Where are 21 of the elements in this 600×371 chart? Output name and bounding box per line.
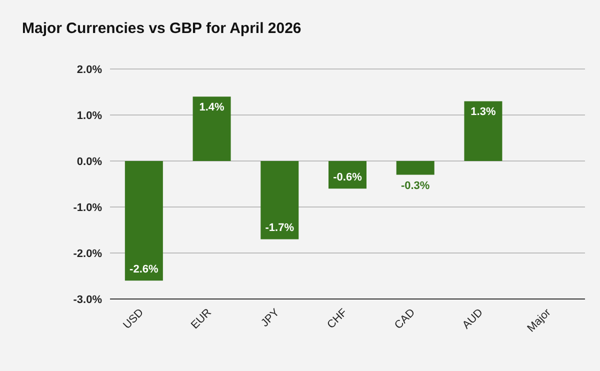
bar — [192, 96, 231, 161]
data-label: -2.6% — [130, 264, 159, 276]
bar — [396, 161, 434, 175]
data-label: 1.4% — [199, 102, 225, 114]
x-tick-label: USD — [121, 306, 146, 332]
y-tick-label: 1.0% — [76, 110, 102, 122]
bar — [260, 161, 299, 240]
data-label: -0.6% — [333, 172, 362, 184]
y-tick-label: 0.0% — [76, 156, 102, 168]
y-tick-label: -2.0% — [73, 248, 102, 260]
data-label: -0.3% — [400, 180, 430, 192]
x-tick-label: CAD — [392, 306, 418, 332]
chart-title: Major Currencies vs GBP for April 2026 — [22, 20, 302, 37]
x-tick-label: JPY — [259, 306, 282, 330]
data-label: -1.7% — [265, 222, 294, 234]
data-label: 1.3% — [470, 106, 496, 118]
y-tick-label: -1.0% — [73, 202, 102, 214]
y-tick-label: -3.0% — [73, 294, 102, 306]
y-tick-label: 2.0% — [76, 64, 102, 76]
bar — [464, 101, 502, 161]
bar — [124, 161, 163, 281]
